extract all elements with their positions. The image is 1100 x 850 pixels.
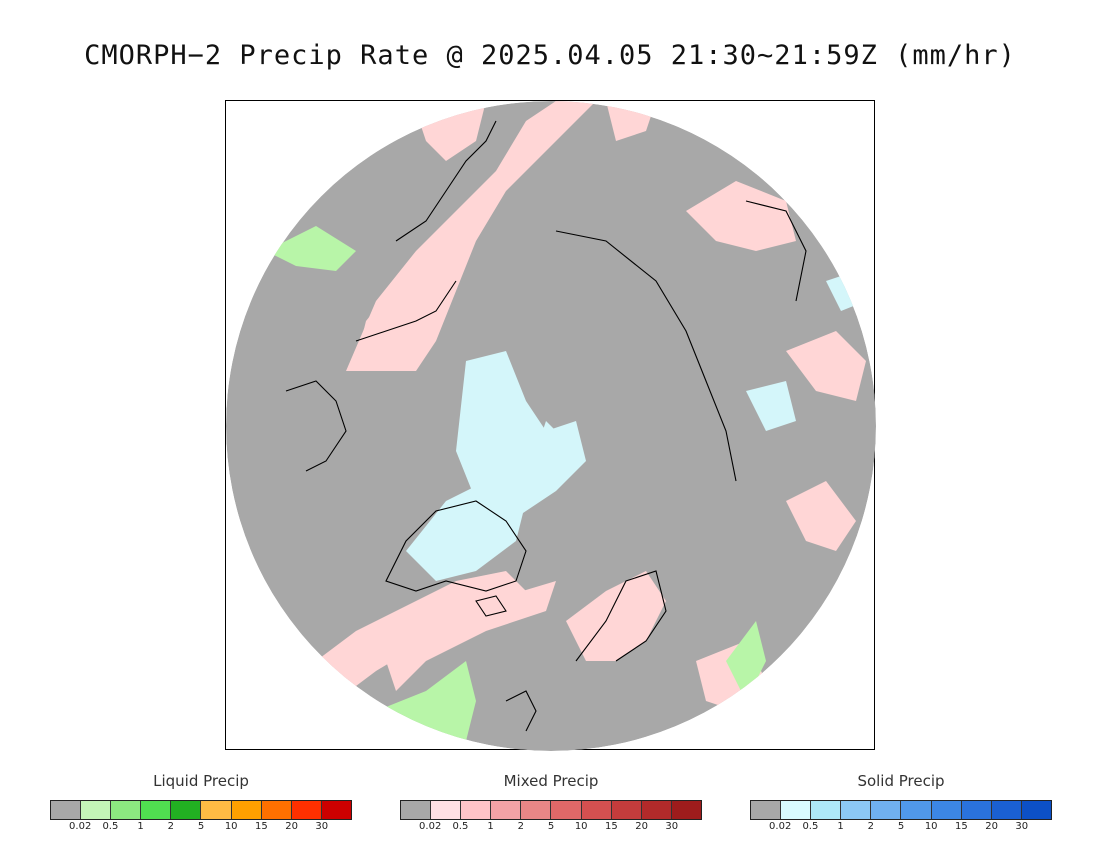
legend-swatch xyxy=(611,801,642,819)
legend-tick-label: 0.02 xyxy=(419,821,442,832)
legend-title: Mixed Precip xyxy=(503,772,599,790)
legend-tick-labels: 0.02 0.5 1 2 5 10 15 20 30 xyxy=(750,820,1052,834)
legend-swatch xyxy=(671,801,701,819)
legend-swatch xyxy=(871,801,902,819)
legend-swatch xyxy=(551,801,582,819)
legend-tick-label: 2 xyxy=(167,821,174,832)
legend-tick-label: 30 xyxy=(1015,821,1029,832)
map-title: CMORPH−2 Precip Rate @ 2025.04.05 21:30~… xyxy=(84,40,1016,71)
legend-tick-labels: 0.02 0.5 1 2 5 10 15 20 30 xyxy=(400,820,702,834)
coastline-iceland xyxy=(475,595,507,617)
legend-tick-label: 30 xyxy=(665,821,679,832)
legend-swatch xyxy=(141,801,172,819)
legend-swatch xyxy=(581,801,612,819)
mixed-precip-areas xyxy=(316,101,866,711)
legend-solid: Solid Precip 0.02 0.5 1 2 5 10 15 20 30 xyxy=(750,772,1052,834)
legend-tick-label: 1 xyxy=(137,821,144,832)
legend-tick-label: 5 xyxy=(547,821,555,832)
legend-tick-label: 20 xyxy=(635,821,648,832)
legend-tick-label: 15 xyxy=(255,821,268,832)
legend-mixed: Mixed Precip 0.02 0.5 1 2 5 10 15 20 30 xyxy=(400,772,702,834)
legend-swatch xyxy=(781,801,812,819)
mixed-precip-scandinavia xyxy=(566,571,666,661)
solid-precip-arctic-wedge xyxy=(536,421,566,461)
legend-tick-label: 1 xyxy=(487,821,494,832)
legend-swatch xyxy=(261,801,292,819)
legend-swatch xyxy=(961,801,992,819)
legend-color-bar xyxy=(50,800,352,820)
legend-swatch xyxy=(491,801,522,819)
mixed-precip-atlantic-band xyxy=(386,581,556,691)
legend-color-bar xyxy=(400,800,702,820)
coastline-canada xyxy=(355,280,457,342)
mixed-precip-north-atlantic xyxy=(316,571,526,701)
legend-tick-label: 20 xyxy=(985,821,998,832)
legend-tick-label: 15 xyxy=(955,821,968,832)
legend-tick-label: 10 xyxy=(224,821,238,832)
legend-swatch xyxy=(291,801,322,819)
legend-swatch xyxy=(751,801,782,819)
coastline-hudson xyxy=(285,380,347,472)
legend-tick-label: 5 xyxy=(897,821,905,832)
legend-swatch xyxy=(811,801,842,819)
legend-liquid: Liquid Precip 0.02 0.5 1 2 5 10 15 20 30 xyxy=(50,772,352,834)
polar-precip-map[interactable] xyxy=(226,101,876,751)
legend-swatch xyxy=(321,801,351,819)
legend-tick-label: 10 xyxy=(574,821,588,832)
legend-tick-labels: 0.02 0.5 1 2 5 10 15 20 30 xyxy=(50,820,352,834)
legend-color-bar xyxy=(750,800,1052,820)
legend-tick-label: 0.5 xyxy=(452,821,469,832)
legend-swatch xyxy=(901,801,932,819)
mixed-precip-canada-west xyxy=(356,241,436,361)
legend-swatch xyxy=(991,801,1022,819)
coastlines xyxy=(285,120,807,732)
legend-swatch xyxy=(171,801,202,819)
coastline-alaska xyxy=(395,120,497,242)
solid-precip-greenland xyxy=(406,481,526,581)
legend-swatch xyxy=(51,801,82,819)
legend-swatch xyxy=(841,801,872,819)
legend-title: Solid Precip xyxy=(857,772,945,790)
legend-swatch xyxy=(231,801,262,819)
legend-tick-label: 2 xyxy=(867,821,874,832)
coastline-uk xyxy=(505,690,537,732)
legend-tick-label: 0.02 xyxy=(69,821,92,832)
legend-tick-label: 0.02 xyxy=(769,821,792,832)
coastline-greenland xyxy=(385,500,527,592)
legend-tick-label: 15 xyxy=(605,821,618,832)
mixed-precip-siberia xyxy=(686,181,796,251)
legend-tick-label: 1 xyxy=(837,821,844,832)
legend-tick-label: 30 xyxy=(315,821,329,832)
map-frame[interactable] xyxy=(225,100,876,751)
legend-tick-label: 5 xyxy=(197,821,205,832)
legend-tick-label: 2 xyxy=(517,821,524,832)
solid-precip-siberia xyxy=(746,381,796,431)
legend-swatch xyxy=(201,801,232,819)
legend-swatch xyxy=(81,801,112,819)
legend-swatch xyxy=(521,801,552,819)
coastline-siberia xyxy=(555,230,737,482)
mixed-precip-east-asia xyxy=(786,331,866,401)
legend-swatch xyxy=(111,801,142,819)
legend-tick-label: 0.5 xyxy=(102,821,119,832)
legend-swatch xyxy=(431,801,462,819)
legend-tick-label: 0.5 xyxy=(802,821,819,832)
legend-swatch xyxy=(1021,801,1051,819)
legend-tick-label: 10 xyxy=(924,821,938,832)
legend-swatch xyxy=(931,801,962,819)
legend-swatch xyxy=(641,801,672,819)
mixed-precip-russia xyxy=(786,481,856,551)
legend-title: Liquid Precip xyxy=(153,772,249,790)
legend-tick-label: 20 xyxy=(285,821,298,832)
legend-swatch xyxy=(401,801,432,819)
coastline-scandinavia xyxy=(575,570,667,662)
legend-swatch xyxy=(461,801,492,819)
liquid-precip-west-coast xyxy=(266,226,356,271)
coastline-east-asia xyxy=(745,200,807,302)
